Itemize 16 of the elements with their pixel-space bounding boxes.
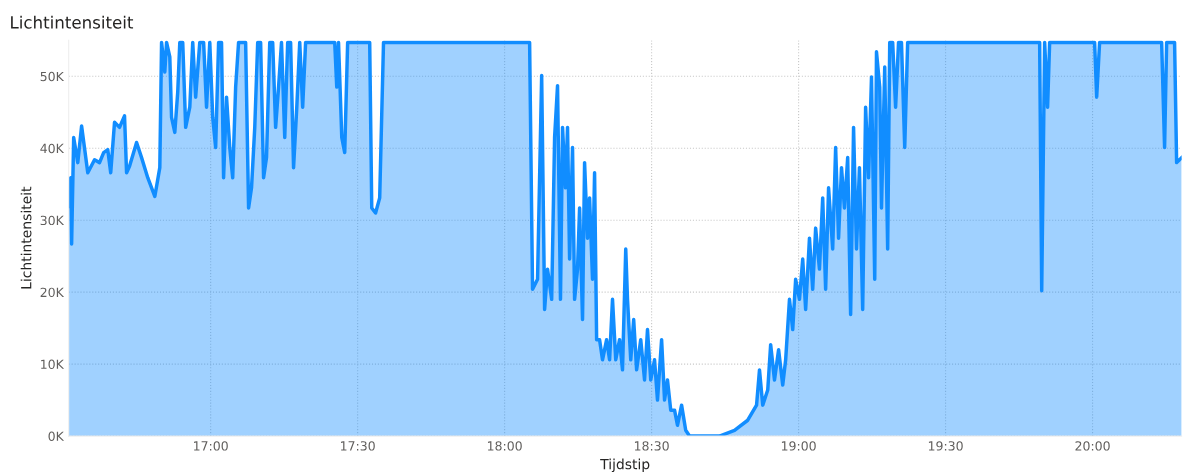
y-tick-label: 40K: [40, 143, 65, 154]
chart-title: Lichtintensiteit: [11, 15, 134, 29]
y-tick-label: 20K: [40, 287, 65, 298]
y-tick-label: 10K: [41, 359, 65, 370]
x-tick-label: 19:30: [928, 441, 963, 451]
x-tick-label: 17:30: [341, 441, 375, 451]
x-tick-label: 18:30: [634, 441, 669, 451]
x-tick-label: 18:00: [487, 441, 522, 451]
x-tick-label: 20:00: [1075, 441, 1110, 451]
y-tick-label: 30K: [40, 215, 65, 226]
x-tick-label: 17:00: [194, 441, 228, 451]
y-axis-title: Lichtintensiteit: [20, 186, 32, 289]
y-tick-label: 50K: [40, 71, 65, 82]
x-tick-label: 19:00: [781, 441, 816, 451]
x-axis-title: Tijdstip: [600, 458, 650, 473]
y-tick-label: 0K: [48, 431, 65, 442]
